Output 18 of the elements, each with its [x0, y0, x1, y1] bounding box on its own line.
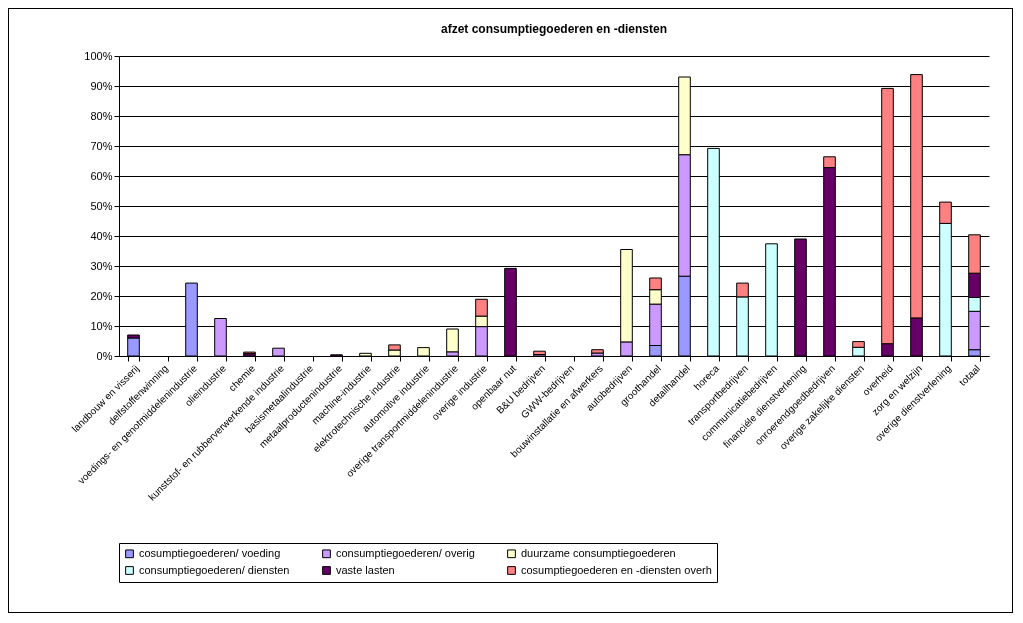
y-tick-label: 80%: [90, 109, 113, 122]
y-tick-label: 0%: [96, 349, 113, 362]
legend-label: cosumptiegoederen en -diensten overh: [521, 563, 712, 576]
legend-label: vaste lasten: [336, 563, 395, 576]
y-tick-label: 30%: [90, 259, 113, 272]
legend-label: cosumptiegoederen/ voeding: [139, 546, 281, 559]
y-tick-label: 20%: [90, 289, 113, 302]
y-tick-label: 40%: [90, 229, 113, 242]
legend-label: consumptiegoederen/ overig: [336, 546, 475, 559]
y-tick-label: 70%: [90, 139, 113, 152]
y-tick-label: 90%: [90, 79, 113, 92]
chart-title: afzet consumptiegoederen en -diensten: [440, 22, 668, 36]
legend-label: duurzame consumptiegoederen: [521, 546, 676, 559]
y-tick-label: 100%: [84, 49, 113, 62]
y-tick-label: 60%: [90, 169, 113, 182]
legend-label: consumptiegoederen/ diensten: [139, 563, 290, 576]
y-tick-label: 10%: [90, 319, 113, 332]
y-tick-label: 50%: [90, 199, 113, 212]
